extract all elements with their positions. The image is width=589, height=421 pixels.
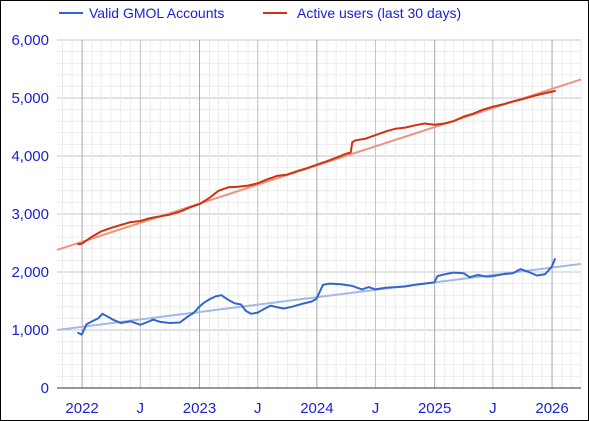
series-lines [77,90,556,336]
gridlines [57,39,582,389]
y-tick-label: 1,000 [11,322,49,339]
x-tick-label: J [137,400,145,417]
x-tick-label: J [254,400,262,417]
y-tick-label: 4,000 [11,148,49,165]
legend: Valid GMOL Accounts Active users (last 30… [59,5,461,21]
axes: 0 1,000 2,000 3,000 4,000 5,000 6,000 2022 J 2023… [11,32,581,417]
y-tick-label: 2,000 [11,264,49,281]
x-tick-label: 2022 [65,400,98,417]
active-users-series-line [77,90,556,246]
y-tick-label: 3,000 [11,206,49,223]
legend-label: Active users (last 30 days) [297,5,461,21]
x-tick-label: J [372,400,380,417]
x-tick-label: 2024 [300,400,333,417]
x-tick-label: 2026 [535,400,568,417]
x-tick-label: 2023 [183,400,216,417]
y-tick-label: 6,000 [11,32,49,49]
accounts-series-line [77,258,556,336]
legend-label: Valid GMOL Accounts [89,5,224,21]
x-tick-label: 2025 [418,400,451,417]
x-tick-label: J [489,400,497,417]
y-tick-label: 0 [41,380,49,397]
y-tick-label: 5,000 [11,90,49,107]
accounts-trendline [56,262,582,331]
